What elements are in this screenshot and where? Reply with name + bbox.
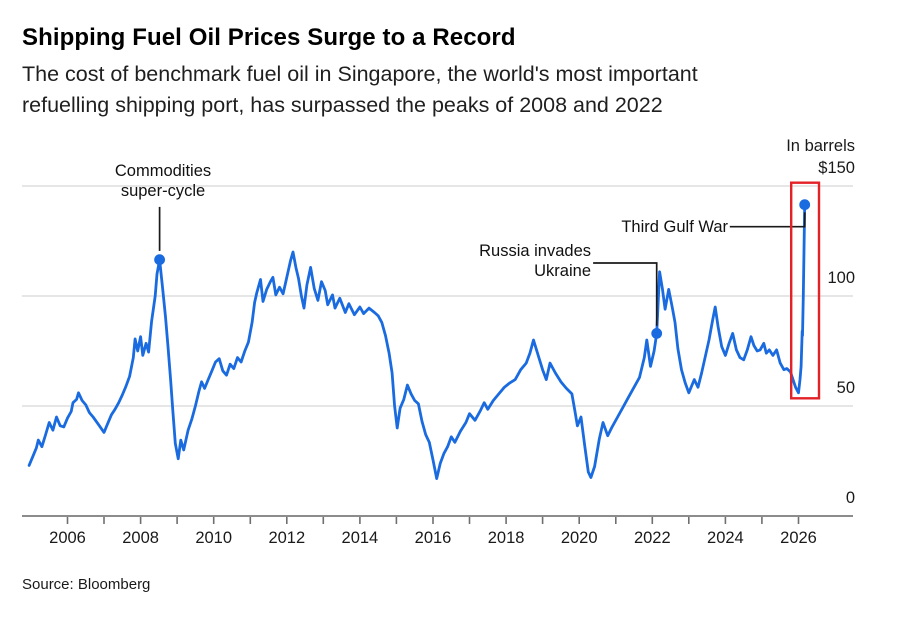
record-highlight-box [790, 181, 821, 400]
annotation-russia-invades-ukraine: Russia invades Ukraine [479, 242, 591, 280]
x-tick-label: 2024 [707, 529, 744, 547]
y-tick-label: $150 [818, 159, 855, 177]
y-tick-label: 0 [846, 489, 855, 507]
x-tick-label: 2022 [634, 529, 671, 547]
x-tick-label: 2016 [415, 529, 452, 547]
chart-title: Shipping Fuel Oil Prices Surge to a Reco… [22, 24, 516, 51]
y-tick-label: 100 [827, 269, 855, 287]
chart-subtitle: The cost of benchmark fuel oil in Singap… [22, 62, 698, 117]
event-marker-dot [651, 328, 663, 339]
y-tick-label: 50 [837, 379, 855, 397]
annotation-commodities-super-cycle: Commodities super-cycle [114, 162, 212, 200]
x-tick-label: 2006 [49, 529, 86, 547]
x-tick-label: 2008 [122, 529, 159, 547]
y-axis-unit-label: In barrels [786, 137, 855, 155]
event-marker-dot [799, 199, 811, 211]
x-tick-label: 2020 [561, 529, 598, 547]
price-line [27, 203, 807, 481]
x-tick-label: 2014 [342, 529, 379, 547]
x-tick-label: 2026 [780, 529, 817, 547]
source-credit: Source: Bloomberg [22, 576, 151, 593]
annotation-third-gulf-war: Third Gulf War [621, 218, 728, 236]
event-marker-dot [154, 254, 166, 266]
annotation-connector [593, 262, 658, 326]
annotation-connector [729, 212, 806, 228]
x-tick-label: 2018 [488, 529, 525, 547]
x-tick-label: 2012 [268, 529, 305, 547]
x-tick-label: 2010 [195, 529, 232, 547]
